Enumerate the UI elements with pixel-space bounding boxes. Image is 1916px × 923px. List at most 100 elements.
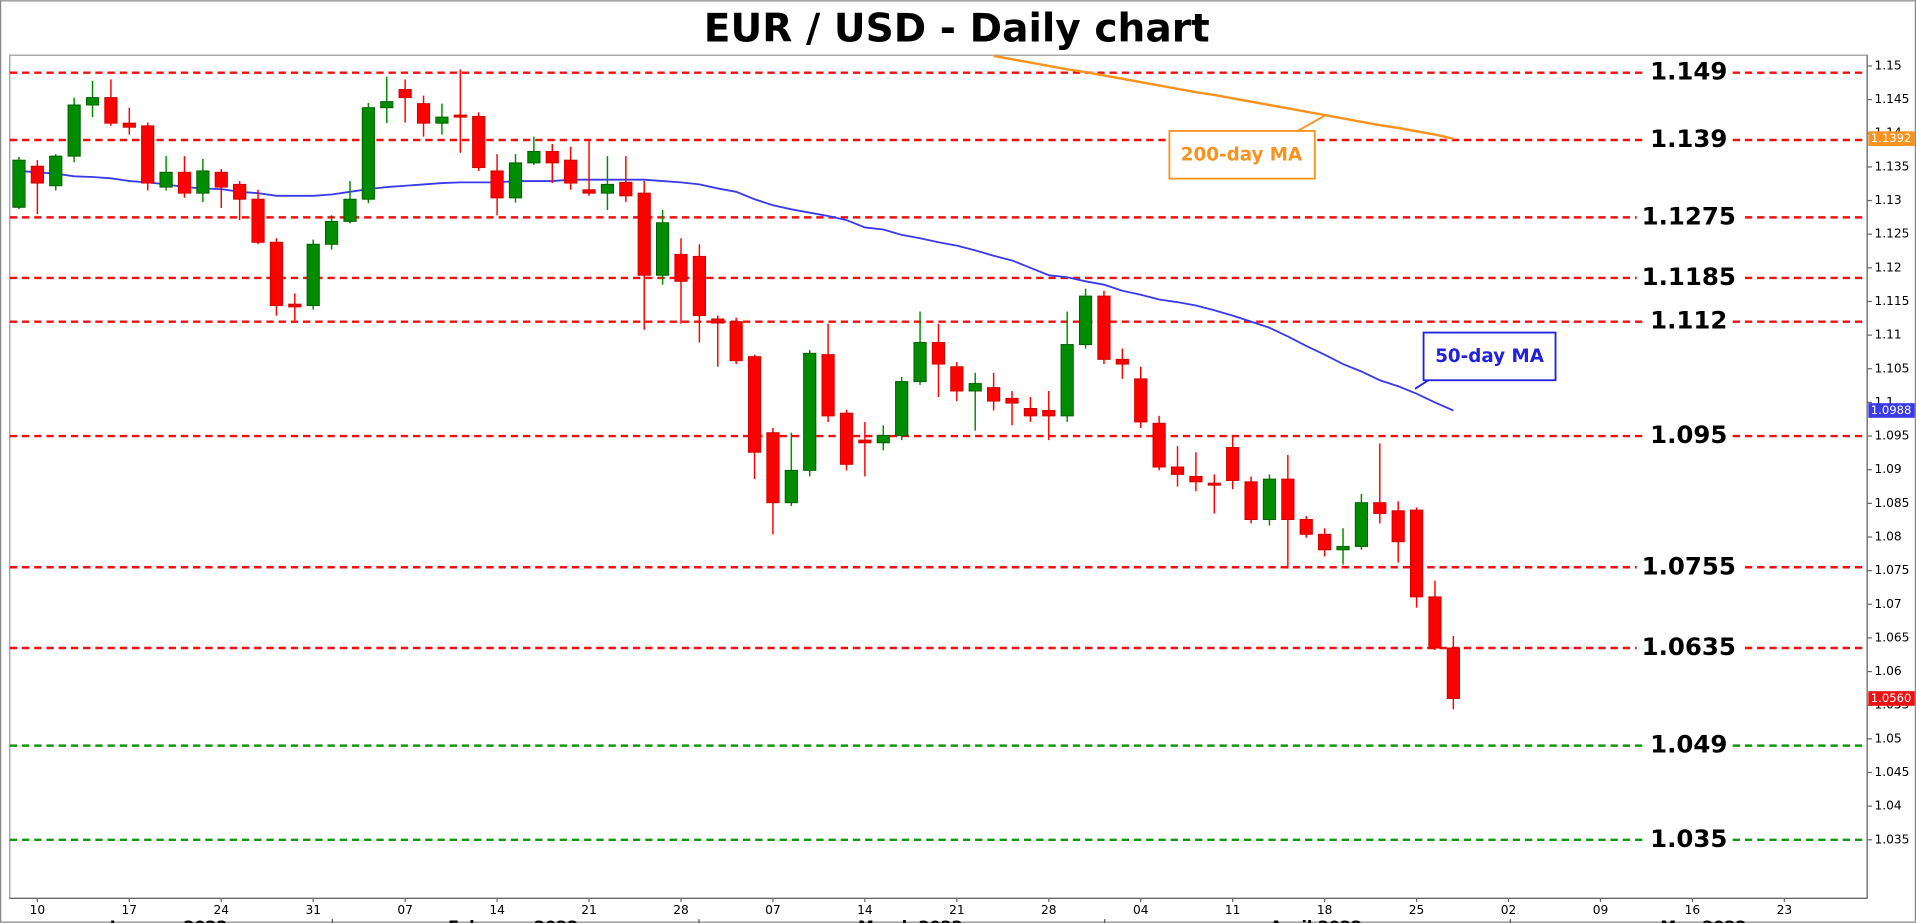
level-label-bg [1636,632,1741,662]
candle-body [931,342,946,365]
level-label-bg [1645,56,1733,86]
level-label-bg [1636,551,1741,581]
x-tick-label: 17 [122,903,138,917]
y-tick-label: 1.065 [1874,630,1909,644]
level-label: 1.0755 [1642,551,1736,580]
level-label: 1.095 [1650,420,1727,449]
y-tick-label: 1.05 [1874,731,1901,745]
chart-title: EUR / USD - Daily chart [704,6,1210,51]
level-label-bg [1645,729,1733,759]
x-tick-label: 09 [1593,903,1609,917]
candle-body [177,171,192,194]
month-label: March 2022 [858,917,963,923]
candle-body [269,241,284,307]
candle-body [1391,510,1405,543]
x-tick-label: 16 [1685,903,1701,917]
candle-body [656,222,670,276]
candle-body [196,170,210,194]
candle-body [895,381,909,436]
levels: 1.149 1.139 1.1275 1.1185 1.112 1.095 1.0755 1.… [9,56,1868,853]
candle-body [233,183,247,200]
candle-body [30,165,44,184]
y-tick-label: 1.12 [1874,260,1901,274]
x-tick-label: 25 [1409,903,1425,917]
level-label: 1.139 [1650,124,1727,153]
annotation: 50-day MA [1435,346,1545,367]
y-tick-label: 1.13 [1874,193,1901,207]
candle-body [1354,502,1369,547]
candle-body [1318,533,1332,551]
candle-body [564,159,578,184]
candle-body [361,107,375,200]
candle-body [1336,545,1350,551]
candle-body [950,366,964,392]
x-tick-label: 28 [1041,903,1057,917]
candle-body [729,321,743,362]
y-tick-label: 1.07 [1874,597,1901,611]
candle-body [159,171,173,188]
candle-body [85,97,100,106]
x-tick-label: 14 [857,903,873,917]
candle-body [1446,647,1460,699]
x-tick-label: 14 [489,903,505,917]
level-label: 1.1185 [1642,262,1736,291]
candle-body [306,243,320,307]
candle-body [214,171,228,188]
y-tick-label: 1.105 [1874,361,1909,375]
annotation: 200-day MA [1181,144,1303,165]
x-tick-label: 18 [1317,903,1333,917]
candle-body [141,125,155,184]
candle-body [839,412,854,465]
axes: 1.0351.041.0451.051.0551.061.0651.071.07… [9,55,1915,923]
candle-body [490,170,504,199]
candle-body [343,198,357,222]
level-label-bg [1645,123,1733,153]
candle-body [1152,422,1166,468]
candle-body [1281,478,1295,520]
candle-body [324,220,339,245]
level-label-bg [1645,823,1733,853]
y-tick-label: 1.09 [1874,462,1901,476]
moving-average [993,55,1454,140]
price-tag-label: 1.1392 [1871,131,1912,145]
price-tag-label: 1.0560 [1871,691,1912,705]
candle-body [1023,407,1037,417]
candle-body [1078,295,1093,346]
candle-body [251,198,265,243]
y-tick-label: 1.035 [1874,832,1909,846]
candle-body [1115,358,1129,365]
candle-body [637,192,651,276]
x-tick-label: 24 [213,903,229,917]
candle-body [1226,447,1240,481]
candle-body [1134,378,1148,423]
candle-body [472,115,486,169]
month-label: April 2022 [1270,917,1362,923]
candle-body [288,303,302,308]
x-tick-label: 11 [1225,903,1241,917]
candle-body [1189,475,1203,483]
level-label-bg [1636,201,1741,231]
price-tag-label: 1.0988 [1871,403,1912,417]
y-tick-label: 1.15 [1874,58,1901,72]
candle-body [803,352,817,471]
x-tick-label: 04 [1133,903,1149,917]
candle-body [876,434,890,444]
candle-body [674,253,688,282]
y-tick-label: 1.045 [1874,765,1909,779]
candle-body [1299,519,1313,535]
month-label: May 2022 [1660,917,1746,923]
candle-body [600,183,615,194]
level-label-bg [1645,305,1733,335]
x-tick-label: 31 [305,903,321,917]
y-tick-label: 1.11 [1874,328,1901,342]
candle-body [711,318,725,324]
candle-body [968,383,982,392]
x-tick-label: 21 [949,903,965,917]
x-tick-label: 10 [30,903,46,917]
y-tick-label: 1.08 [1874,529,1901,543]
candle-body [1170,466,1185,475]
y-tick-label: 1.125 [1874,227,1909,241]
candle-body [1060,344,1074,417]
level-label-bg [1636,261,1741,291]
